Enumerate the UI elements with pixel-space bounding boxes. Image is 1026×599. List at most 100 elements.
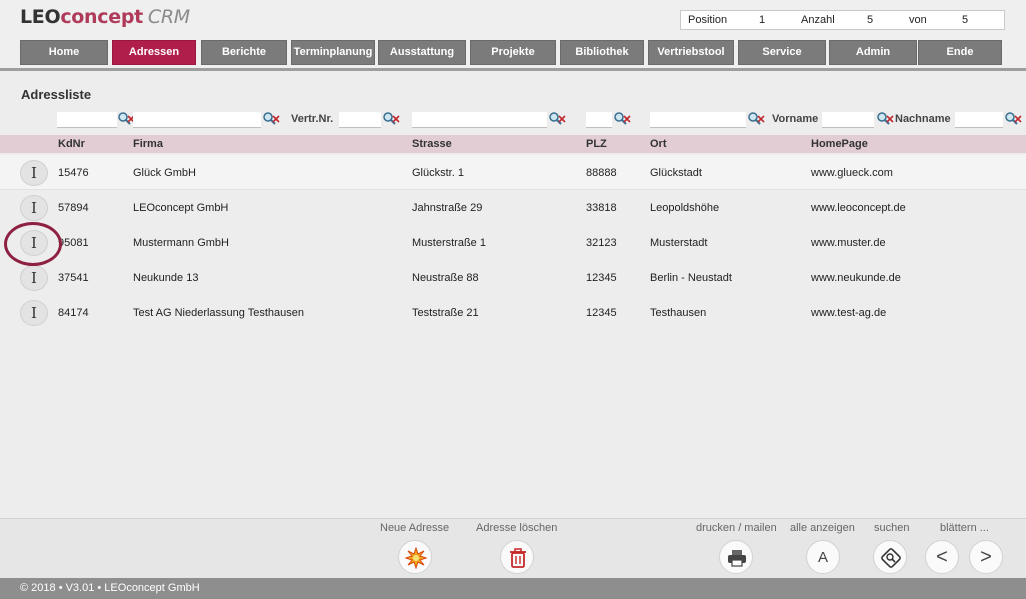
nav-divider bbox=[0, 68, 1026, 71]
search-label: suchen bbox=[874, 522, 910, 534]
cell-plz: 12345 bbox=[586, 272, 617, 284]
cell-ort: Musterstadt bbox=[650, 237, 708, 249]
row-edit-button[interactable]: I bbox=[20, 265, 48, 291]
filter-vorname-input[interactable] bbox=[822, 112, 874, 128]
col-header-plz[interactable]: PLZ bbox=[586, 138, 607, 150]
delete-address-button[interactable] bbox=[500, 540, 534, 574]
footer: © 2018 • V3.01 • LEOconcept GmbH bbox=[0, 578, 1026, 599]
nav-ende[interactable]: Ende bbox=[918, 40, 1002, 65]
show-all-glyph: A bbox=[817, 549, 828, 566]
cell-plz: 33818 bbox=[586, 202, 617, 214]
app-header: LEOconcept CRM Position 1 Anzahl 5 von 5 … bbox=[0, 0, 1026, 71]
filter-nachname-label: Nachname bbox=[895, 113, 951, 125]
cell-strasse: Glückstr. 1 bbox=[412, 167, 464, 179]
nav-admin[interactable]: Admin bbox=[829, 40, 917, 65]
page-label: blättern ... bbox=[940, 522, 989, 534]
table-row[interactable]: I 15476 Glück GmbH Glückstr. 1 88888 Glü… bbox=[0, 155, 1026, 190]
filter-kdnr-input[interactable] bbox=[57, 112, 117, 128]
nav-vertriebstool[interactable]: Vertriebstool bbox=[648, 40, 734, 65]
nav-projekte[interactable]: Projekte bbox=[470, 40, 556, 65]
filter-vertr-input[interactable] bbox=[339, 112, 381, 128]
app-logo: LEOconcept CRM bbox=[20, 6, 190, 28]
table-row[interactable]: I 84174 Test AG Niederlassung Testhausen… bbox=[0, 295, 1026, 330]
show-all-button[interactable]: A bbox=[806, 540, 840, 574]
filter-vertr-search-icon[interactable] bbox=[382, 111, 400, 127]
of-label: von bbox=[909, 14, 927, 26]
cell-firma: Neukunde 13 bbox=[133, 272, 199, 284]
table-header: KdNr Firma Strasse PLZ Ort HomePage bbox=[0, 135, 1026, 153]
tag-search-icon bbox=[881, 548, 901, 568]
cell-plz: 32123 bbox=[586, 237, 617, 249]
nav-bibliothek[interactable]: Bibliothek bbox=[560, 40, 644, 65]
next-page-button[interactable]: > bbox=[969, 540, 1003, 574]
col-header-homepage[interactable]: HomePage bbox=[811, 138, 868, 150]
col-header-strasse[interactable]: Strasse bbox=[412, 138, 452, 150]
search-button[interactable] bbox=[873, 540, 907, 574]
cell-kdnr: 15476 bbox=[58, 167, 89, 179]
printer-icon bbox=[728, 550, 746, 567]
col-header-firma[interactable]: Firma bbox=[133, 138, 163, 150]
previous-page-button[interactable]: < bbox=[925, 540, 959, 574]
position-value: 1 bbox=[759, 14, 766, 26]
of-value: 5 bbox=[962, 14, 969, 26]
cell-firma: LEOconcept GmbH bbox=[133, 202, 229, 214]
row-edit-button[interactable]: I bbox=[20, 230, 48, 256]
cell-homepage[interactable]: www.test-ag.de bbox=[811, 307, 887, 319]
table-row[interactable]: I 57894 LEOconcept GmbH Jahnstraße 29 33… bbox=[0, 190, 1026, 225]
bottom-toolbar: Neue Adresse Adresse löschen drucken / m… bbox=[0, 518, 1026, 578]
row-edit-button[interactable]: I bbox=[20, 160, 48, 186]
nav-service[interactable]: Service bbox=[738, 40, 826, 65]
filter-nachname-search-icon[interactable] bbox=[1004, 111, 1022, 127]
footer-text: © 2018 • V3.01 • LEOconcept GmbH bbox=[20, 582, 200, 594]
cell-homepage[interactable]: www.leoconcept.de bbox=[811, 202, 906, 214]
cell-kdnr: 95081 bbox=[58, 237, 89, 249]
cell-homepage[interactable]: www.muster.de bbox=[811, 237, 886, 249]
filter-firma-input[interactable] bbox=[133, 112, 261, 128]
filter-ort-input[interactable] bbox=[650, 112, 746, 128]
filter-strasse-input[interactable] bbox=[412, 112, 547, 128]
chevron-right-icon: > bbox=[980, 546, 992, 568]
filter-vorname-search-icon[interactable] bbox=[876, 111, 894, 127]
cell-firma: Test AG Niederlassung Testhausen bbox=[133, 307, 305, 319]
table-row[interactable]: I 95081 Mustermann GmbH Musterstraße 1 3… bbox=[0, 225, 1026, 260]
row-edit-button[interactable]: I bbox=[20, 195, 48, 221]
cell-strasse: Neustraße 88 bbox=[412, 272, 479, 284]
table-row[interactable]: I 37541 Neukunde 13 Neustraße 88 12345 B… bbox=[0, 260, 1026, 295]
row-edit-button[interactable]: I bbox=[20, 300, 48, 326]
starburst-icon bbox=[405, 547, 427, 569]
filter-nachname-input[interactable] bbox=[955, 112, 1003, 128]
position-label: Position bbox=[688, 14, 728, 26]
filter-plz-input[interactable] bbox=[586, 112, 612, 128]
cell-strasse: Musterstraße 1 bbox=[412, 237, 486, 249]
cell-kdnr: 37541 bbox=[58, 272, 89, 284]
cell-homepage[interactable]: www.neukunde.de bbox=[811, 272, 901, 284]
cell-ort: Glückstadt bbox=[650, 167, 702, 179]
cell-firma: Mustermann GmbH bbox=[133, 237, 229, 249]
count-label: Anzahl bbox=[801, 14, 835, 26]
new-address-button[interactable] bbox=[398, 540, 432, 574]
filter-strasse-search-icon[interactable] bbox=[548, 111, 566, 127]
filter-ort-search-icon[interactable] bbox=[747, 111, 765, 127]
new-address-label: Neue Adresse bbox=[380, 522, 450, 534]
filter-vorname-label: Vorname bbox=[772, 113, 819, 125]
nav-terminplanung[interactable]: Terminplanung bbox=[291, 40, 375, 65]
filter-firma-search-icon[interactable] bbox=[262, 111, 280, 127]
nav-ausstattung[interactable]: Ausstattung bbox=[378, 40, 466, 65]
col-header-ort[interactable]: Ort bbox=[650, 138, 667, 150]
print-mail-label: drucken / mailen bbox=[696, 522, 777, 534]
nav-adressen[interactable]: Adressen bbox=[112, 40, 196, 65]
cell-homepage[interactable]: www.glueck.com bbox=[811, 167, 893, 179]
cell-kdnr: 84174 bbox=[58, 307, 89, 319]
record-position-indicator: Position 1 Anzahl 5 von 5 bbox=[680, 10, 1005, 30]
cell-plz: 88888 bbox=[586, 167, 617, 179]
filter-plz-search-icon[interactable] bbox=[613, 111, 631, 127]
nav-home[interactable]: Home bbox=[20, 40, 108, 65]
print-mail-button[interactable] bbox=[719, 540, 753, 574]
cell-strasse: Teststraße 21 bbox=[412, 307, 479, 319]
cell-ort: Testhausen bbox=[650, 307, 707, 319]
page-title: Adressliste bbox=[21, 87, 92, 102]
cell-ort: Leopoldshöhe bbox=[650, 202, 720, 214]
nav-berichte[interactable]: Berichte bbox=[201, 40, 287, 65]
col-header-kdnr[interactable]: KdNr bbox=[58, 138, 85, 150]
cell-plz: 12345 bbox=[586, 307, 617, 319]
